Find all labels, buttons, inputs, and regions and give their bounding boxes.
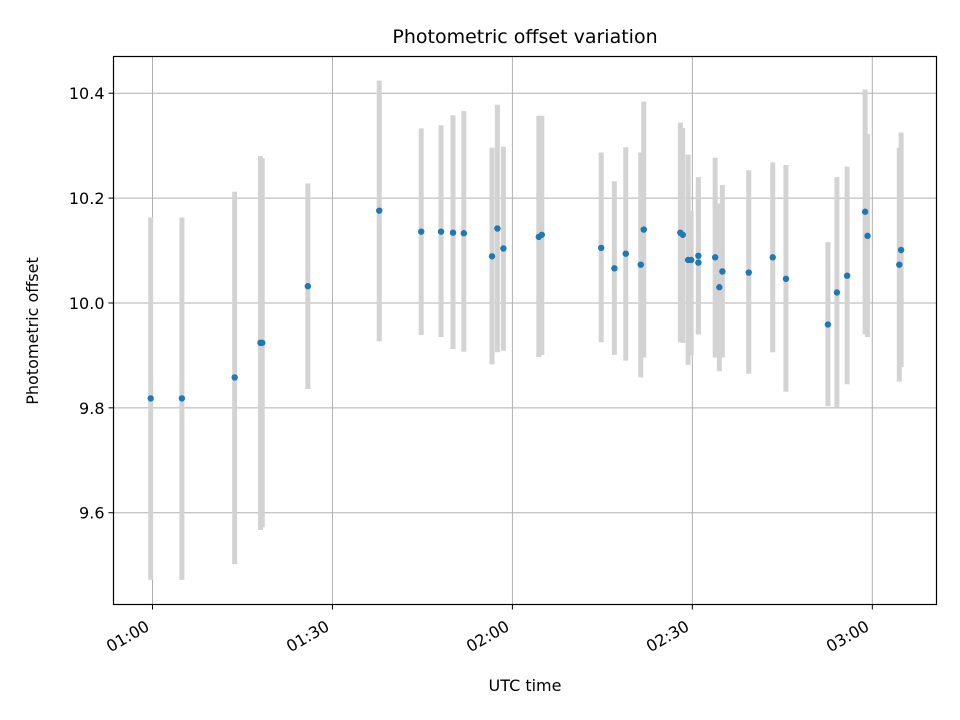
data-point <box>147 395 154 402</box>
data-point <box>719 268 726 275</box>
data-point <box>231 374 238 381</box>
data-point <box>622 250 629 257</box>
data-point <box>500 245 507 252</box>
y-tick-label: 10.0 <box>69 294 105 313</box>
data-point <box>896 261 903 268</box>
y-tick-label: 10.4 <box>69 84 105 103</box>
data-point <box>376 207 383 214</box>
y-axis-ticks: 9.6 9.8 10.0 10.2 10.4 <box>69 84 114 523</box>
data-point <box>824 321 832 328</box>
y-tick-label: 9.6 <box>79 504 104 523</box>
data-point <box>745 269 752 276</box>
data-points <box>147 207 905 402</box>
data-point <box>449 229 457 236</box>
data-point <box>460 230 468 237</box>
data-point <box>637 261 644 268</box>
data-point <box>695 252 702 259</box>
data-point <box>897 246 905 254</box>
data-point <box>304 282 312 290</box>
data-point <box>259 339 266 347</box>
data-point <box>833 289 841 296</box>
data-point <box>494 225 501 232</box>
data-point <box>695 259 702 266</box>
data-point <box>418 228 425 235</box>
data-point <box>864 232 871 240</box>
data-point <box>488 253 496 260</box>
data-point <box>597 244 605 252</box>
data-point <box>679 231 686 238</box>
data-point <box>437 228 445 235</box>
grid <box>113 56 937 605</box>
y-tick-label: 9.8 <box>79 399 104 418</box>
data-point <box>861 208 869 215</box>
data-point <box>843 272 851 279</box>
data-point <box>538 231 545 238</box>
data-point <box>178 395 186 402</box>
data-point <box>687 256 695 264</box>
plot-frame <box>112 55 938 606</box>
y-axis-label: Photometric offset <box>23 257 42 405</box>
data-point <box>611 265 618 272</box>
data-point <box>782 275 790 283</box>
x-axis-label: UTC time <box>489 676 562 695</box>
chart-title: Photometric offset variation <box>392 26 657 48</box>
data-point <box>640 226 647 233</box>
data-point <box>716 284 723 291</box>
data-point <box>711 254 719 261</box>
y-tick-label: 10.2 <box>69 189 105 208</box>
data-point <box>769 254 776 261</box>
